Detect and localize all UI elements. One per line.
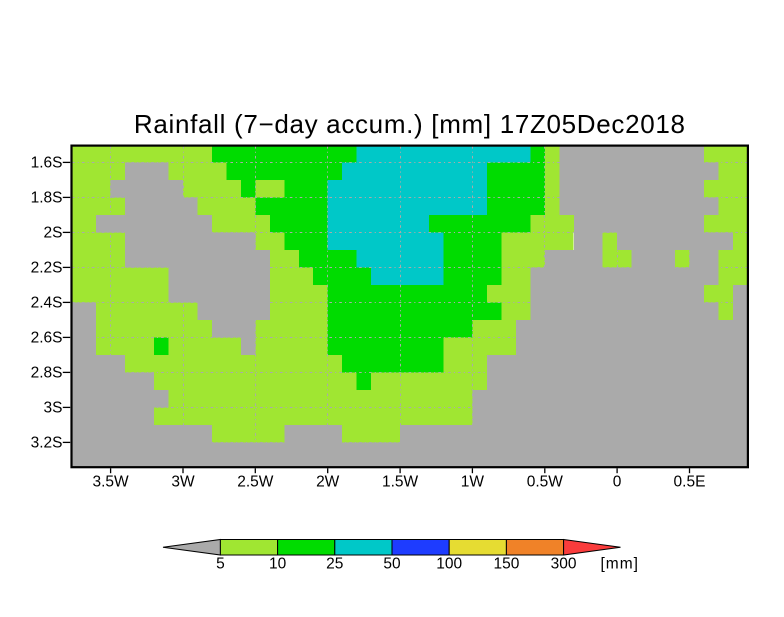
svg-text:3.2S: 3.2S xyxy=(31,435,63,452)
svg-text:0.5W: 0.5W xyxy=(527,474,564,491)
svg-text:1.5W: 1.5W xyxy=(382,474,419,491)
svg-text:300: 300 xyxy=(551,556,577,573)
svg-text:2S: 2S xyxy=(44,225,63,242)
svg-text:2.8S: 2.8S xyxy=(31,365,63,382)
svg-text:3S: 3S xyxy=(44,400,63,417)
svg-text:5: 5 xyxy=(216,556,225,573)
svg-text:1W: 1W xyxy=(461,474,485,491)
svg-text:2.6S: 2.6S xyxy=(31,330,63,347)
svg-text:3W: 3W xyxy=(171,474,195,491)
svg-text:0.5E: 0.5E xyxy=(674,474,706,491)
svg-text:10: 10 xyxy=(269,556,287,573)
svg-text:2W: 2W xyxy=(316,474,340,491)
svg-text:3.5W: 3.5W xyxy=(93,474,130,491)
svg-text:2.2S: 2.2S xyxy=(31,260,63,277)
svg-text:25: 25 xyxy=(326,556,343,573)
svg-text:50: 50 xyxy=(383,556,401,573)
svg-text:2.4S: 2.4S xyxy=(31,295,63,312)
svg-text:150: 150 xyxy=(493,556,519,573)
svg-text:[mm]: [mm] xyxy=(601,556,639,573)
svg-text:1.8S: 1.8S xyxy=(31,190,63,207)
svg-text:100: 100 xyxy=(436,556,462,573)
svg-text:0: 0 xyxy=(613,474,622,491)
svg-text:1.6S: 1.6S xyxy=(31,155,63,172)
svg-text:2.5W: 2.5W xyxy=(237,474,274,491)
svg-text:Rainfall (7−day accum.) [mm] 1: Rainfall (7−day accum.) [mm] 17Z05Dec201… xyxy=(134,109,686,139)
